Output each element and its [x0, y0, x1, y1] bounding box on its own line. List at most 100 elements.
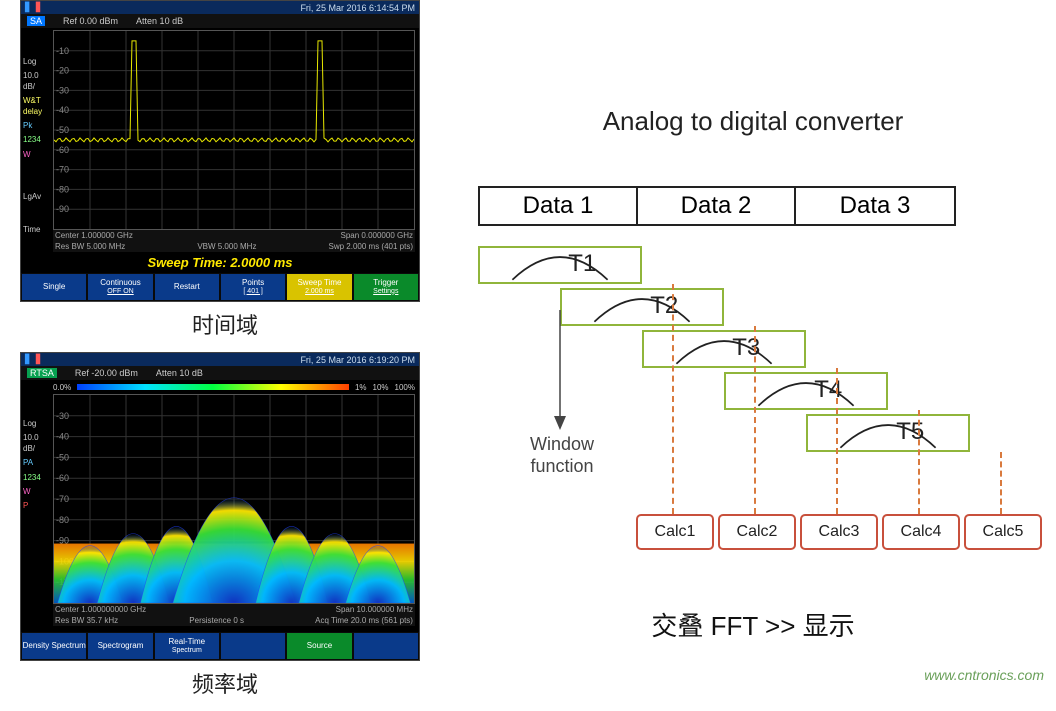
sa-buttons: SingleContinuousOFF ONRestartPoints[ 401…: [21, 273, 419, 301]
grad-0: 0.0%: [53, 383, 71, 392]
sa-atten: Atten 10 dB: [136, 16, 183, 26]
sa-timestamp: Fri, 25 Mar 2016 6:14:54 PM: [300, 3, 415, 13]
svg-text:-50: -50: [56, 452, 69, 462]
sa-btn[interactable]: TriggerSettings: [353, 273, 419, 301]
svg-text:-30: -30: [56, 411, 69, 421]
left-column: ▋ ▋ Fri, 25 Mar 2016 6:14:54 PM SA Ref 0.…: [20, 0, 430, 711]
side-pa: PA: [23, 458, 53, 468]
window-box: [560, 288, 724, 326]
rtsa-acq: Acq Time 20.0 ms (561 pts): [315, 616, 413, 625]
sa-swp: Swp 2.000 ms (401 pts): [329, 242, 413, 251]
winfn-arrow: [550, 310, 570, 430]
rtsa-titlebar: ▋▋ Fri, 25 Mar 2016 6:19:20 PM: [21, 353, 419, 366]
sa-btn[interactable]: Single: [21, 273, 87, 301]
sa-btn[interactable]: ContinuousOFF ON: [87, 273, 153, 301]
rtsa-pers: Persistence 0 s: [189, 616, 244, 625]
window-box: [806, 414, 970, 452]
sa-screenshot: ▋ ▋ Fri, 25 Mar 2016 6:14:54 PM SA Ref 0.…: [20, 0, 420, 302]
svg-text:-30: -30: [56, 85, 69, 95]
data-cell: Data 2: [638, 188, 796, 224]
svg-text:-50: -50: [56, 125, 69, 135]
rtsa-btn[interactable]: Spectrogram: [87, 632, 153, 660]
icon-dot: ▋: [36, 2, 43, 13]
grad-1: 1%: [355, 383, 367, 392]
side-pk: Pk: [23, 121, 53, 131]
grad-3: 100%: [395, 383, 415, 392]
rtsa-center: Center 1.000000000 GHz: [55, 605, 146, 614]
rtsa-gradbar: 0.0% 1% 10% 100%: [53, 382, 415, 392]
rtsa-side: Log 10.0 dB/ PA 1234 W P: [23, 417, 53, 594]
rtsa-btn[interactable]: [353, 632, 419, 660]
svg-text:-10: -10: [56, 46, 69, 56]
sa-titlebar: ▋ ▋ Fri, 25 Mar 2016 6:14:54 PM: [21, 1, 419, 14]
svg-text:-90: -90: [56, 204, 69, 214]
svg-text:-70: -70: [56, 494, 69, 504]
sa-btn[interactable]: Sweep Time2.000 ms: [286, 273, 352, 301]
calc-row: Calc1Calc2Calc3Calc4Calc5: [636, 514, 1042, 550]
side-nums: 1234: [23, 473, 53, 483]
right-diagram: Analog to digital converter Data 1Data 2…: [450, 0, 1056, 691]
sa-header: SA Ref 0.00 dBm Atten 10 dB: [21, 14, 419, 28]
window-box: [724, 372, 888, 410]
icon-dot: ▋: [36, 354, 43, 365]
sa-side: Log 10.0 dB/ W&T delay Pk 1234 W LgAv Ti…: [23, 55, 53, 235]
side-scale: 10.0 dB/: [23, 71, 53, 92]
rtsa-ref: Ref -20.00 dBm: [75, 368, 138, 378]
sa-btn[interactable]: Restart: [154, 273, 220, 301]
side-p: P: [23, 501, 53, 511]
icon-dot: ▋: [25, 354, 32, 365]
bottom-caption: 频率域: [20, 667, 430, 699]
svg-text:-80: -80: [56, 184, 69, 194]
watermark: www.cntronics.com: [924, 667, 1044, 683]
sa-tag: SA: [27, 16, 45, 26]
rtsa-screenshot: ▋▋ Fri, 25 Mar 2016 6:19:20 PM RTSA Ref …: [20, 352, 420, 661]
sa-btn[interactable]: Points[ 401 ]: [220, 273, 286, 301]
sa-rbw: Res BW 5.000 MHz: [55, 242, 125, 251]
svg-text:-20: -20: [56, 66, 69, 76]
icon-dot: ▋: [25, 2, 32, 13]
side-scale: 10.0 dB/: [23, 433, 53, 454]
side-w: W: [23, 487, 53, 497]
window-box: [478, 246, 642, 284]
side-lgav: LgAv: [23, 192, 53, 202]
window-box: [642, 330, 806, 368]
svg-text:-40: -40: [56, 432, 69, 442]
rtsa-header: RTSA Ref -20.00 dBm Atten 10 dB: [21, 366, 419, 380]
data-cell: Data 1: [480, 188, 638, 224]
calc-cell: Calc3: [800, 514, 878, 550]
side-w: W: [23, 150, 53, 160]
svg-text:-70: -70: [56, 165, 69, 175]
dash-line: [754, 326, 756, 514]
svg-text:-40: -40: [56, 105, 69, 115]
rtsa-plot: -30-40-50-60-70-80-90-100-110: [53, 394, 415, 604]
sa-plot: -10-20-30-40-50-60-70-80-90: [53, 30, 415, 230]
svg-text:-60: -60: [56, 473, 69, 483]
calc-cell: Calc4: [882, 514, 960, 550]
spacer: [23, 206, 53, 220]
rtsa-btn[interactable]: Source: [286, 632, 352, 660]
rtsa-buttons: Density SpectrumSpectrogramReal-TimeSpec…: [21, 632, 419, 660]
dash-line: [672, 284, 674, 514]
rtsa-footer1: Center 1.000000000 GHz Span 10.000000 MH…: [53, 604, 415, 615]
side-nums: 1234: [23, 135, 53, 145]
side-time: Time: [23, 225, 53, 235]
rtsa-tag: RTSA: [27, 368, 57, 378]
winfn-label: Window function: [530, 434, 594, 477]
rtsa-btn[interactable]: Real-TimeSpectrum: [154, 632, 220, 660]
side-log: Log: [23, 419, 53, 429]
sa-center: Center 1.000000 GHz: [55, 231, 133, 240]
grad-2: 10%: [373, 383, 389, 392]
dash-line: [836, 368, 838, 514]
side-log: Log: [23, 57, 53, 67]
rtsa-btn[interactable]: Density Spectrum: [21, 632, 87, 660]
sa-sweep-bar: Sweep Time: 2.0000 ms: [21, 252, 419, 273]
dash-line: [1000, 452, 1002, 514]
calc-cell: Calc5: [964, 514, 1042, 550]
sa-span: Span 0.000000 GHz: [341, 231, 414, 240]
data-cell: Data 3: [796, 188, 954, 224]
rtsa-btn[interactable]: [220, 632, 286, 660]
sa-footer2: Res BW 5.000 MHz VBW 5.000 MHz Swp 2.000…: [53, 241, 415, 252]
grad-bar: [77, 384, 349, 390]
adc-title: Analog to digital converter: [603, 106, 904, 137]
calc-cell: Calc2: [718, 514, 796, 550]
